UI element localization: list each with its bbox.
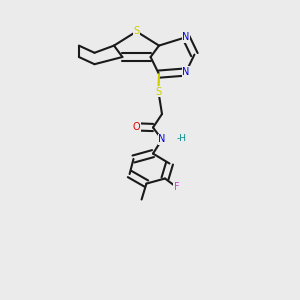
Text: F: F [174, 182, 180, 193]
Text: N: N [182, 32, 190, 42]
Text: S: S [134, 26, 140, 37]
Text: O: O [133, 122, 140, 132]
Text: -H: -H [176, 134, 186, 143]
Text: N: N [158, 134, 166, 145]
Text: N: N [182, 67, 190, 77]
Text: S: S [155, 86, 161, 97]
